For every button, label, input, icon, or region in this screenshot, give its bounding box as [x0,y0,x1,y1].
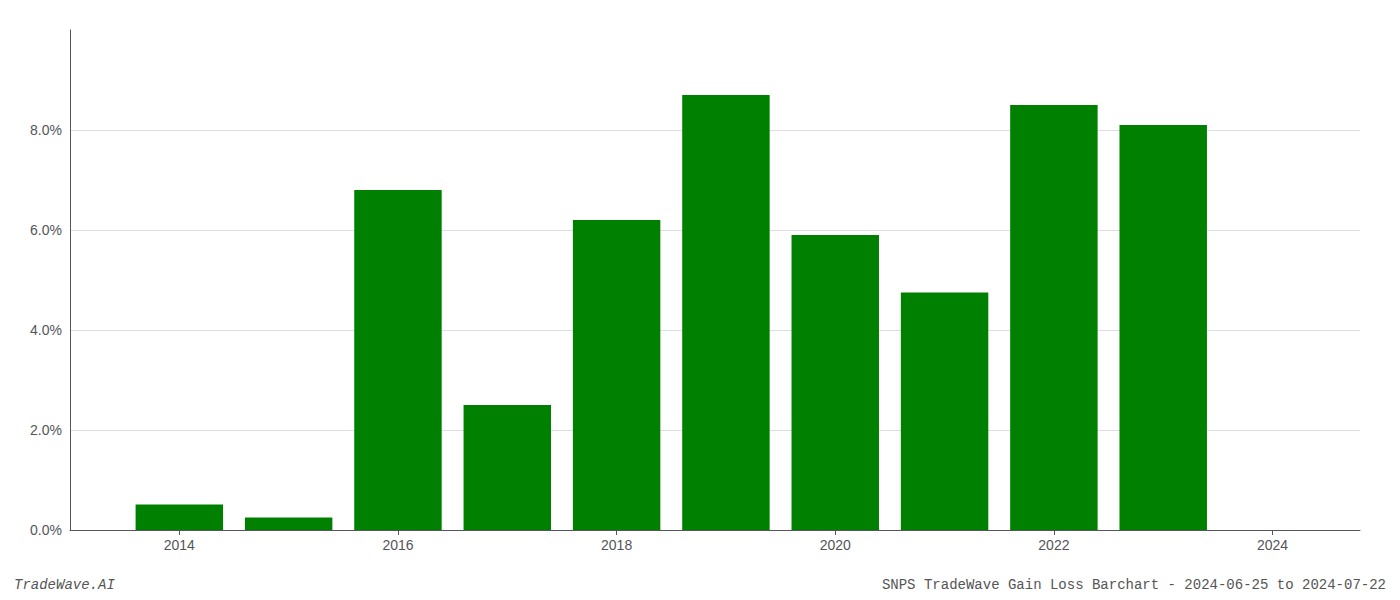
svg-text:2022: 2022 [1038,537,1069,553]
svg-text:2018: 2018 [601,537,632,553]
svg-text:2020: 2020 [820,537,851,553]
svg-text:2024: 2024 [1257,537,1288,553]
svg-text:SNPS TradeWave Gain Loss Barch: SNPS TradeWave Gain Loss Barchart - 2024… [882,577,1386,593]
svg-text:8.0%: 8.0% [30,122,62,138]
svg-text:2016: 2016 [382,537,413,553]
svg-text:4.0%: 4.0% [30,322,62,338]
svg-text:0.0%: 0.0% [30,522,62,538]
svg-text:6.0%: 6.0% [30,222,62,238]
svg-text:TradeWave.AI: TradeWave.AI [14,577,115,593]
svg-text:2014: 2014 [164,537,195,553]
svg-text:2.0%: 2.0% [30,422,62,438]
